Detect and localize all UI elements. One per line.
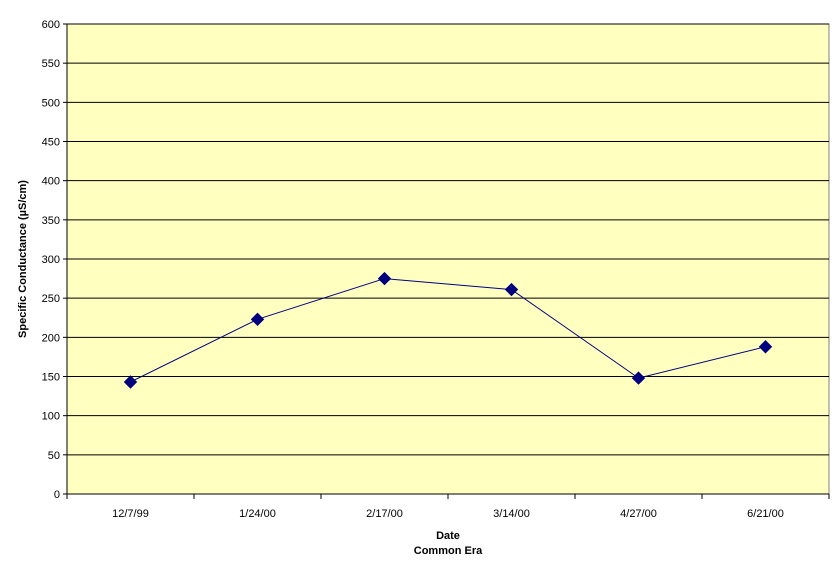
y-tick-label: 500	[42, 97, 60, 109]
x-tick-label: 4/27/00	[620, 508, 657, 520]
x-tick-label: 2/17/00	[366, 508, 403, 520]
x-tick-label: 12/7/99	[112, 508, 149, 520]
y-tick-label: 50	[48, 450, 60, 462]
series-line	[130, 278, 766, 383]
y-tick-label: 150	[42, 372, 60, 384]
y-tick-label: 400	[42, 176, 60, 188]
data-point-marker	[123, 375, 138, 389]
y-tick-label: 450	[42, 137, 60, 149]
data-point-marker	[758, 340, 773, 354]
x-axis-subtitle: Common Era	[414, 545, 483, 557]
y-tick-label: 0	[54, 489, 60, 501]
y-axis-title: Specific Conductance (µS/cm)	[17, 180, 29, 338]
x-tick-label: 3/14/00	[493, 508, 530, 520]
x-axis-title: Date	[436, 530, 460, 542]
data-point-marker	[504, 282, 519, 297]
data-point-marker	[377, 271, 392, 286]
y-tick-label: 300	[42, 254, 60, 266]
y-axis: 0 50 100 150 200 250 300 350 400 450 500 550 600	[42, 19, 68, 501]
x-axis: 12/7/99 1/24/00 2/17/00 3/14/00 4/27/00 6/21/…	[66, 493, 830, 520]
y-tick-label: 350	[42, 215, 60, 227]
x-tick-label: 6/21/00	[747, 508, 784, 520]
data-point-marker	[250, 312, 265, 327]
gridlines	[67, 23, 829, 456]
y-tick-label: 550	[42, 58, 60, 70]
y-tick-label: 100	[42, 411, 60, 423]
x-tick-label: 1/24/00	[239, 508, 276, 520]
data-point-marker	[631, 371, 646, 385]
y-tick-label: 250	[42, 293, 60, 305]
y-tick-label: 200	[42, 332, 60, 344]
series-layer	[123, 271, 773, 389]
y-tick-label: 600	[42, 19, 60, 31]
